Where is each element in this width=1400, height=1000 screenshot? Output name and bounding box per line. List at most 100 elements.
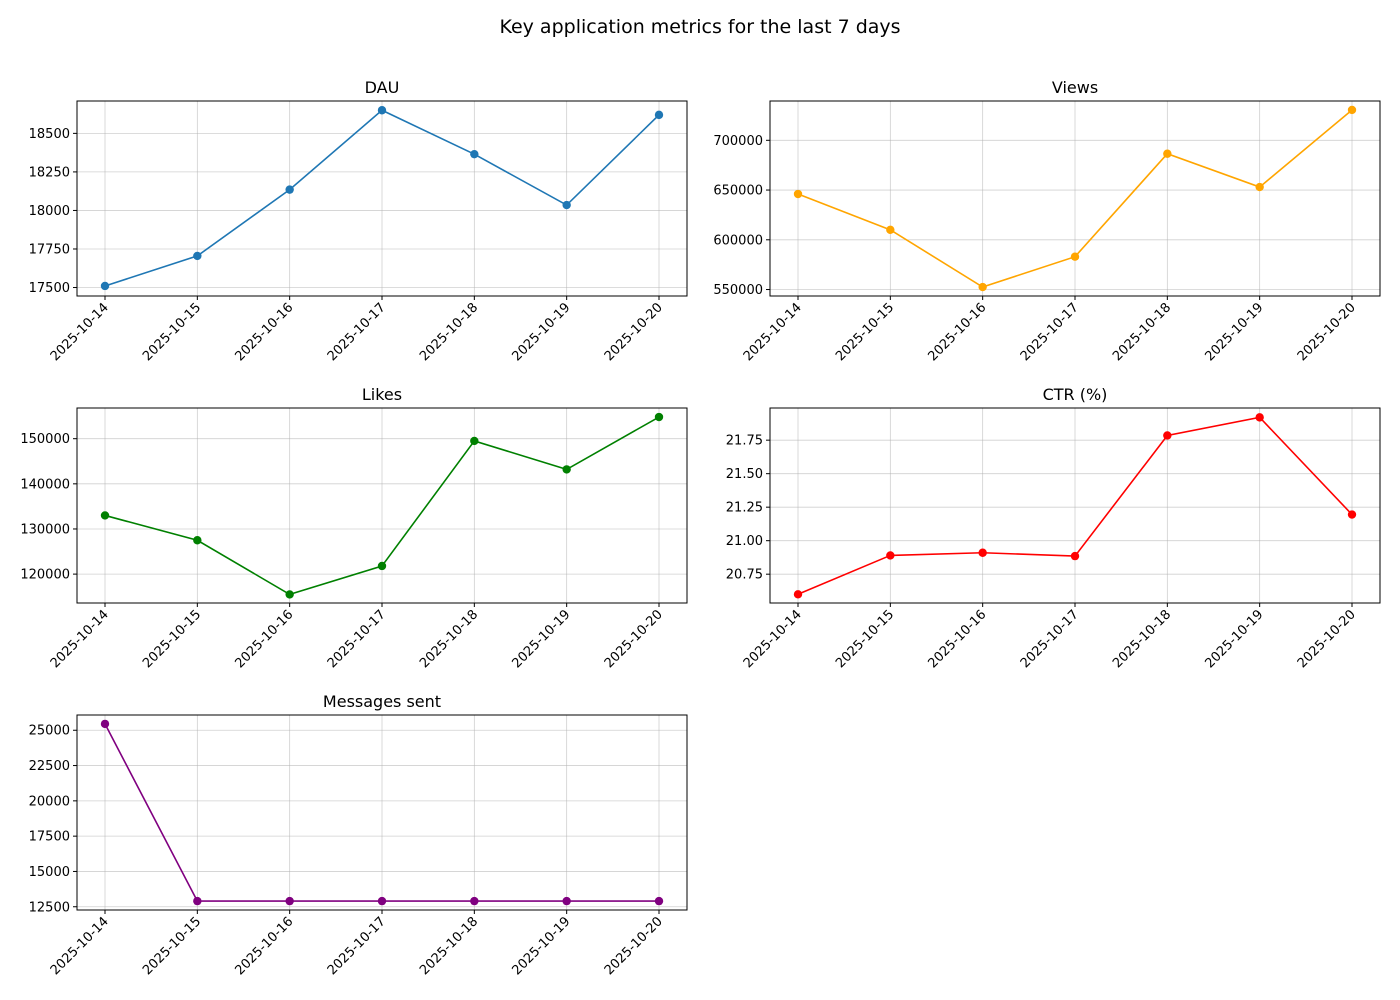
chart-likes: 120000 130000 140000 150000 2025-10-14 2025-1…	[20, 385, 688, 671]
data-point	[285, 896, 294, 906]
x-tick-label: 2025-10-15	[833, 300, 897, 364]
data-point	[1163, 431, 1172, 440]
x-tick-label: 2025-10-15	[140, 914, 204, 978]
data-point	[1255, 182, 1264, 192]
x-tick-label: 2025-10-18	[417, 300, 481, 364]
y-tick-label: 550000	[713, 283, 763, 298]
y-tick-label: 140000	[20, 477, 70, 492]
data-point	[193, 251, 202, 261]
x-tick-label: 2025-10-20	[1295, 300, 1359, 364]
y-tick-label: 17500	[29, 281, 70, 296]
x-tick-label: 2025-10-16	[232, 300, 296, 364]
y-tick-label: 17750	[29, 242, 70, 257]
data-point	[100, 719, 110, 729]
data-point	[285, 185, 294, 194]
data-point	[562, 465, 571, 474]
data-point	[470, 149, 479, 159]
data-point	[654, 110, 664, 120]
y-tick-label: 18500	[29, 127, 70, 142]
data-point	[1347, 510, 1357, 519]
y-tick-label: 22500	[29, 759, 70, 774]
chart-title: CTR (%)	[1043, 385, 1108, 404]
x-tick-label: 2025-10-17	[1018, 607, 1082, 671]
y-tick-label: 600000	[713, 233, 763, 248]
data-point	[193, 896, 202, 906]
x-tick-label: 2025-10-14	[48, 300, 112, 364]
chart-title: Views	[1052, 78, 1098, 97]
data-point	[793, 590, 803, 599]
x-tick-label: 2025-10-14	[48, 607, 112, 671]
data-point	[1070, 252, 1080, 261]
data-point	[470, 896, 479, 906]
data-point	[886, 225, 895, 235]
y-tick-label: 650000	[713, 184, 763, 199]
chart-dau: 17500 17750 18000 18250 18500 2025-10-14 2025-…	[29, 78, 688, 364]
data-point	[193, 536, 202, 545]
x-tick-label: 2025-10-17	[1018, 300, 1082, 364]
x-tick-label: 2025-10-15	[140, 607, 204, 671]
x-tick-label: 2025-10-16	[232, 914, 296, 978]
chart-ctr: 20.75 21.00 21.25 21.50 21.75 2025-10-14 2025-…	[726, 385, 1381, 671]
x-tick-label: 2025-10-19	[1202, 300, 1266, 364]
figure-title: Key application metrics for the last 7 d…	[499, 16, 901, 38]
data-point	[100, 511, 110, 520]
chart-messages-sent: 12500 15000 17500 20000 22500 25000 2025-10-14…	[29, 692, 688, 978]
data-point	[562, 200, 571, 210]
y-tick-label: 15000	[29, 865, 70, 880]
data-point	[562, 896, 571, 906]
chart-title: Likes	[362, 385, 402, 404]
x-tick-label: 2025-10-20	[602, 914, 666, 978]
y-tick-label: 20000	[29, 794, 70, 809]
data-point	[1347, 105, 1357, 115]
y-tick-label: 17500	[29, 830, 70, 845]
y-tick-label: 21.75	[726, 434, 763, 449]
x-tick-label: 2025-10-17	[325, 914, 389, 978]
x-tick-label: 2025-10-16	[925, 300, 989, 364]
y-tick-label: 20.75	[726, 568, 763, 583]
data-point	[654, 412, 664, 422]
data-point	[377, 896, 387, 906]
data-point	[886, 551, 895, 560]
y-tick-label: 21.25	[726, 501, 763, 516]
x-tick-label: 2025-10-19	[509, 914, 573, 978]
x-tick-label: 2025-10-20	[602, 300, 666, 364]
y-tick-label: 120000	[20, 568, 70, 583]
data-point	[978, 282, 987, 292]
chart-views: 550000 600000 650000 700000 2025-10-14 2025-1…	[713, 78, 1381, 364]
x-tick-label: 2025-10-20	[1295, 607, 1359, 671]
data-point	[377, 561, 387, 571]
data-point	[377, 106, 387, 115]
x-tick-label: 2025-10-14	[741, 607, 805, 671]
data-point	[793, 189, 803, 199]
x-tick-label: 2025-10-18	[417, 607, 481, 671]
y-tick-label: 21.00	[726, 534, 763, 549]
x-tick-label: 2025-10-14	[741, 300, 805, 364]
x-tick-label: 2025-10-16	[232, 607, 296, 671]
x-tick-label: 2025-10-16	[925, 607, 989, 671]
y-tick-label: 21.50	[726, 467, 763, 482]
x-tick-label: 2025-10-17	[325, 607, 389, 671]
data-point	[100, 281, 110, 291]
data-point	[978, 548, 987, 557]
x-tick-label: 2025-10-15	[140, 300, 204, 364]
x-tick-label: 2025-10-14	[48, 914, 112, 978]
y-tick-label: 25000	[29, 724, 70, 739]
chart-title: Messages sent	[323, 692, 441, 711]
y-tick-label: 700000	[713, 134, 763, 149]
x-tick-label: 2025-10-20	[602, 607, 666, 671]
x-tick-label: 2025-10-15	[833, 607, 897, 671]
x-tick-label: 2025-10-18	[1110, 607, 1174, 671]
x-tick-label: 2025-10-17	[325, 300, 389, 364]
x-tick-label: 2025-10-19	[509, 607, 573, 671]
y-tick-label: 18000	[29, 204, 70, 219]
x-tick-label: 2025-10-19	[509, 300, 573, 364]
y-tick-label: 130000	[20, 522, 70, 537]
data-point	[1163, 149, 1172, 158]
x-tick-label: 2025-10-18	[417, 914, 481, 978]
chart-title: DAU	[365, 78, 400, 97]
x-tick-label: 2025-10-19	[1202, 607, 1266, 671]
data-point	[1255, 413, 1264, 422]
y-tick-label: 150000	[20, 432, 70, 447]
data-point	[1070, 551, 1080, 561]
